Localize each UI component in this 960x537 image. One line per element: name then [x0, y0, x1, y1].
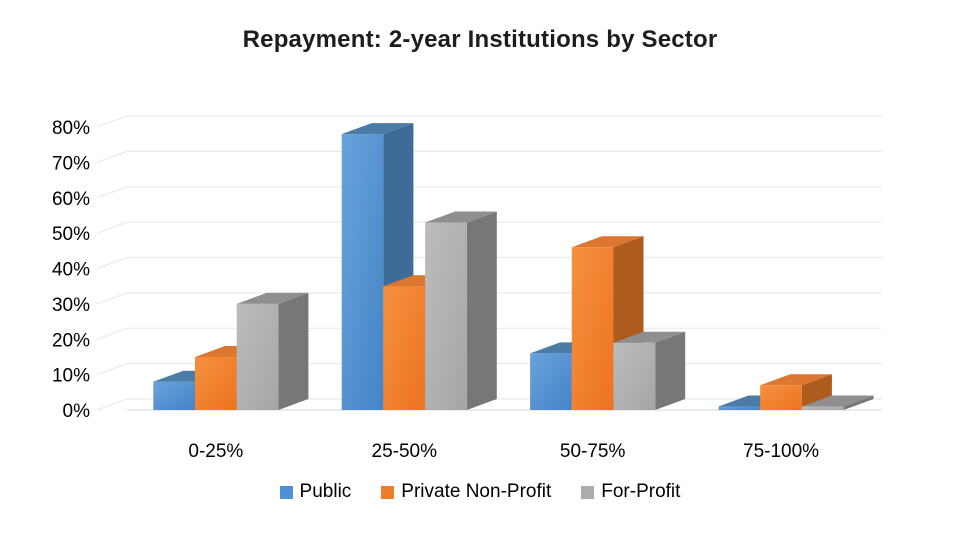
- y-axis-tick-label: 40%: [52, 260, 90, 281]
- legend: Public Private Non-Profit For-Profit: [0, 481, 960, 503]
- bar-side-face: [843, 395, 874, 410]
- bar-top-face: [341, 123, 414, 135]
- bar-front-face: [153, 381, 195, 410]
- bar-for-profit-50-75%: [613, 331, 686, 410]
- bar-front-face: [341, 134, 384, 410]
- legend-swatch-icon: [581, 485, 595, 499]
- bar-front-face: [613, 342, 656, 410]
- x-axis-category-label: 50-75%: [560, 441, 626, 462]
- bar-front-face: [425, 222, 467, 410]
- bar-front-face: [801, 406, 844, 410]
- y-axis-tick-label: 60%: [52, 189, 90, 210]
- bar-top-face: [613, 331, 686, 343]
- legend-label: For-Profit: [601, 481, 681, 502]
- legend-swatch-icon: [381, 485, 395, 499]
- x-axis-category-label: 25-50%: [372, 441, 438, 462]
- y-axis-tick-label: 20%: [52, 330, 90, 351]
- x-axis-category-label: 75-100%: [743, 441, 819, 462]
- bar-front-face: [195, 356, 237, 410]
- bar-side-face: [655, 331, 686, 410]
- gridline: [96, 150, 882, 163]
- bar-side-face: [466, 211, 497, 410]
- bar-front-face: [760, 385, 802, 410]
- legend-label: Public: [299, 481, 352, 502]
- plot-area: 0% 10% 20% 30% 40% 50% 60% 70% 80% 0-25% 25-50% 50-…: [52, 115, 882, 462]
- y-axis-tick-label: 10%: [52, 366, 90, 387]
- bar-front-face: [383, 286, 426, 410]
- gridline: [96, 221, 882, 234]
- x-axis-category-label: 0-25%: [188, 441, 243, 462]
- bar-front-face: [530, 353, 572, 410]
- legend-label: Private Non-Profit: [401, 481, 552, 502]
- bar-front-face: [718, 406, 761, 410]
- legend-item-public: Public: [279, 481, 352, 503]
- legend-swatch-icon: [279, 485, 293, 499]
- gridline: [96, 186, 882, 199]
- bar-top-face: [801, 395, 874, 407]
- bar-front-face: [571, 247, 614, 410]
- y-axis-tick-label: 80%: [52, 118, 90, 139]
- legend-item-for-profit: For-Profit: [581, 481, 680, 503]
- bar-top-face: [236, 292, 309, 304]
- bar-top-face: [760, 374, 832, 386]
- bar-top-face: [571, 236, 644, 248]
- gridline: [96, 115, 882, 128]
- gridline: [96, 292, 882, 305]
- bar-for-profit-75-100%: [801, 395, 874, 410]
- bar-front-face: [236, 303, 279, 410]
- y-axis-tick-label: 50%: [52, 224, 90, 245]
- bar-top-face: [425, 211, 497, 223]
- gridline: [96, 256, 882, 270]
- bar-for-profit-25-50%: [425, 211, 497, 410]
- bar-for-profit-0-25%: [236, 292, 309, 410]
- y-axis-tick-label: 70%: [52, 153, 90, 174]
- y-axis-tick-label: 30%: [52, 295, 90, 316]
- bar-side-face: [278, 292, 309, 410]
- chart-title: Repayment: 2-year Institutions by Sector: [242, 26, 718, 53]
- y-axis-tick-label: 0%: [63, 401, 91, 422]
- legend-item-private-non-profit: Private Non-Profit: [381, 481, 551, 503]
